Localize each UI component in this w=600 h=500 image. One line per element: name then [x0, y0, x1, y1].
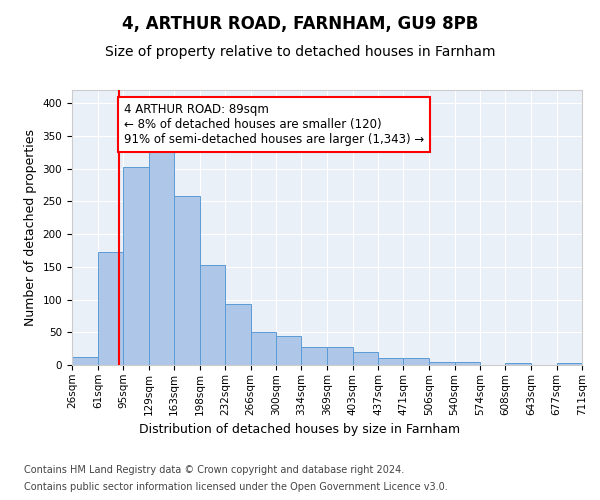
Text: Distribution of detached houses by size in Farnham: Distribution of detached houses by size …	[139, 422, 461, 436]
Bar	[174, 196, 200, 365]
Bar	[124, 168, 149, 365]
Text: Contains public sector information licensed under the Open Government Licence v3: Contains public sector information licen…	[24, 482, 448, 492]
Bar	[403, 358, 430, 365]
Bar	[455, 362, 480, 365]
Bar	[301, 346, 328, 365]
Bar	[200, 265, 226, 365]
Bar	[98, 252, 124, 365]
Bar	[505, 363, 532, 365]
Bar	[430, 362, 455, 365]
Bar	[328, 346, 353, 365]
Bar	[557, 363, 582, 365]
Y-axis label: Number of detached properties: Number of detached properties	[24, 129, 37, 326]
Bar	[353, 352, 378, 365]
Text: Size of property relative to detached houses in Farnham: Size of property relative to detached ho…	[105, 45, 495, 59]
Bar	[149, 150, 174, 365]
Text: Contains HM Land Registry data © Crown copyright and database right 2024.: Contains HM Land Registry data © Crown c…	[24, 465, 404, 475]
Bar	[251, 332, 276, 365]
Text: 4 ARTHUR ROAD: 89sqm
← 8% of detached houses are smaller (120)
91% of semi-detac: 4 ARTHUR ROAD: 89sqm ← 8% of detached ho…	[124, 103, 424, 146]
Text: 4, ARTHUR ROAD, FARNHAM, GU9 8PB: 4, ARTHUR ROAD, FARNHAM, GU9 8PB	[122, 15, 478, 33]
Bar	[226, 304, 251, 365]
Bar	[378, 358, 403, 365]
Bar	[276, 336, 301, 365]
Bar	[72, 357, 98, 365]
